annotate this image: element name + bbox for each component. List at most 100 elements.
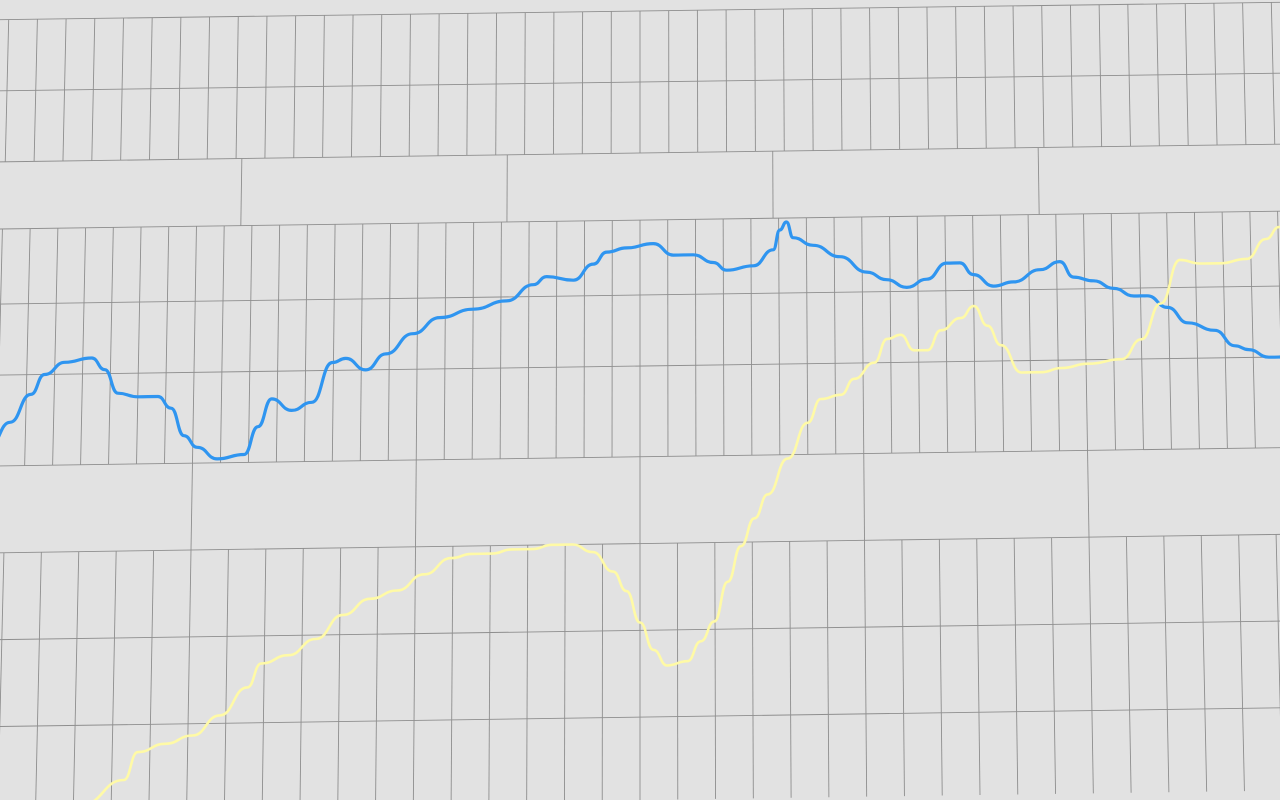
grid-line-vertical [235,16,239,159]
grid-line-vertical [789,541,792,798]
grid-line-vertical [387,223,391,461]
grid-line-vertical [1193,212,1200,449]
grid-line-vertical [1088,537,1094,794]
grid-line-vertical [359,223,364,461]
grid-line-vertical [499,222,502,459]
grid-line-vertical [149,17,153,160]
grid-line-vertical [415,223,419,460]
grid-line-vertical [337,547,342,800]
grid-line-vertical [495,12,497,156]
grid-line-vertical [471,222,475,460]
grid-line-vertical [466,13,469,156]
grid-line-vertical [976,538,981,796]
grid-line-vertical [861,216,865,454]
grid-line-vertical [450,546,454,800]
grid-line-vertical [869,7,872,150]
grid-line-vertical [375,547,379,800]
grid-line-vertical [1051,537,1057,794]
grid-line-vertical [136,227,142,464]
grid-line-vertical [897,7,901,150]
grid-line-vertical [864,540,868,797]
grid-line-vertical [694,219,697,456]
grid-line-vertical [186,550,192,800]
grid-line-vertical [999,215,1005,452]
grid-line-vertical [224,549,229,800]
grid-line-vertical [33,19,38,162]
grid-line-vertical [863,453,865,541]
grid-line-vertical [275,225,281,462]
grid-line-vertical [1221,211,1228,449]
grid-line-vertical [1013,538,1019,795]
grid-line-vertical [783,9,785,152]
grid-line-vertical [1125,536,1132,793]
series-line-2 [93,225,1280,800]
grid-line-vertical [1242,2,1247,145]
grid-line-vertical [926,7,929,150]
grid-line-vertical [955,6,958,149]
grid-line-vertical [1238,534,1245,792]
grid-line-vertical [1027,214,1033,452]
grid-line-vertical [35,552,42,800]
grid-line-vertical [120,18,124,161]
grid-line-vertical [0,228,3,348]
grid-line-vertical [916,216,921,453]
grid-line-vertical [264,16,268,159]
grid-line-vertical [108,227,114,465]
grid-line-vertical [293,15,297,158]
grid-line-vertical [1037,147,1040,215]
grid-line-vertical [1249,211,1256,449]
grid-line-vertical [247,225,253,463]
grid-line-vertical [190,463,193,551]
grid-line-vertical [1200,535,1208,792]
grid-line-vertical [219,225,225,463]
grid-line-vertical [1087,450,1090,538]
grid-line-vertical [1110,213,1116,451]
grid-line-vertical [805,217,809,455]
grid-line-vertical [527,221,530,459]
grid-line-vertical [750,218,753,456]
grid-line-vertical [206,16,211,160]
grid-line-vertical [52,228,59,466]
grid-line-vertical [524,12,526,155]
grid-line-vertical [563,544,566,800]
grid-line-vertical [938,539,943,796]
grid-line-vertical [1166,212,1172,450]
grid-line-vertical [983,6,987,149]
grid-line-vertical [1213,3,1218,146]
grid-line-vertical [24,228,31,466]
grid-line-vertical [1041,5,1045,148]
grid-line-vertical [192,226,197,464]
grid-line-vertical [889,216,893,454]
grid-line-vertical [1156,3,1160,146]
series-line-1 [0,220,1280,461]
grid-line-vertical [415,459,417,547]
grid-line-vertical [110,551,117,800]
grid-line-vertical [148,550,155,800]
grid-line-vertical [331,224,336,462]
grid-line-vertical [1163,536,1170,793]
grid-line-vertical [412,546,416,800]
grid-line-vertical [91,18,96,161]
grid-line-vertical [488,545,491,800]
grid-line-vertical [1098,4,1103,147]
grid-line-vertical [0,552,5,736]
grid-line-vertical [1055,214,1061,451]
grid-line-vertical [73,551,80,800]
grid-line-vertical [714,542,717,799]
grid-line-vertical [299,548,304,800]
grid-line-vertical [62,18,67,162]
grid-line-vertical [901,539,905,797]
grid-line-vertical [583,220,586,458]
grid-line-vertical [437,13,440,156]
grid-line-vertical [1277,211,1280,330]
grid-line-vertical [826,540,830,798]
grid-line-vertical [261,548,267,800]
grid-line-vertical [303,224,308,462]
grid-line-vertical [1270,2,1276,145]
grid-line-vertical [1069,5,1074,148]
grid-line-vertical [811,8,814,151]
grid-line-vertical [379,14,383,157]
grid-line-vertical [322,15,325,158]
grid-line-vertical [944,215,949,453]
